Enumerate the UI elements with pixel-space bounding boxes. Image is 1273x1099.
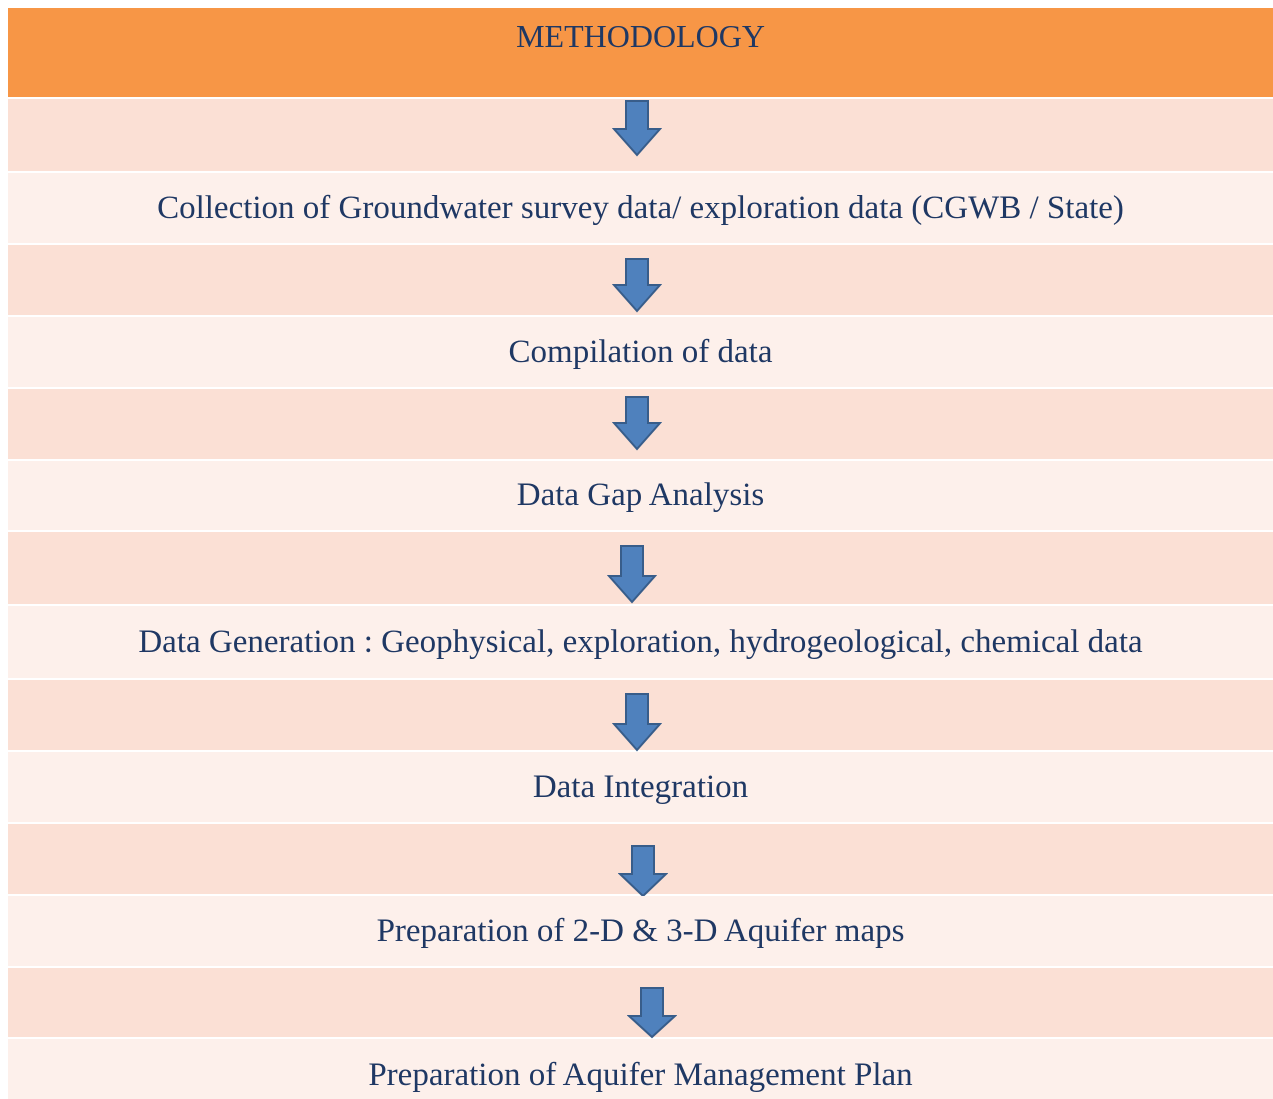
arrow: [612, 396, 662, 451]
step: Data Gap Analysis: [8, 461, 1273, 530]
arrow-row: [8, 824, 1273, 896]
arrow-row: [8, 99, 1273, 171]
arrow-row: [8, 245, 1273, 315]
arrow: [618, 845, 668, 896]
step-label: Compilation of data: [508, 333, 773, 370]
step-label: Preparation of Aquifer Management Plan: [368, 1056, 913, 1093]
arrow-row: [8, 532, 1273, 604]
arrow-row: [8, 389, 1273, 459]
step: Compilation of data: [8, 317, 1273, 387]
step-label: Collection of Groundwater survey data/ e…: [157, 189, 1124, 226]
arrow: [612, 693, 662, 752]
arrow: [607, 545, 657, 604]
step-label: Data Gap Analysis: [516, 477, 765, 513]
step-label: Data Integration: [532, 768, 749, 805]
step-label: Data Generation : Geophysical, explorati…: [138, 623, 1143, 660]
step: Data Integration: [8, 752, 1273, 822]
step: Preparation of 2-D & 3-D Aquifer maps: [8, 896, 1273, 966]
step: Preparation of Aquifer Management Plan: [8, 1039, 1273, 1099]
step-label: Preparation of 2-D & 3-D Aquifer maps: [376, 912, 905, 949]
arrow: [612, 258, 662, 313]
step: Collection of Groundwater survey data/ e…: [8, 173, 1273, 243]
arrow: [627, 987, 677, 1039]
step: Data Generation : Geophysical, explorati…: [8, 606, 1273, 678]
header: METHODOLOGY: [8, 8, 1273, 97]
header-title: METHODOLOGY: [516, 18, 765, 54]
arrow-row: [8, 968, 1273, 1039]
arrow-row: [8, 680, 1273, 752]
arrow: [612, 100, 662, 157]
